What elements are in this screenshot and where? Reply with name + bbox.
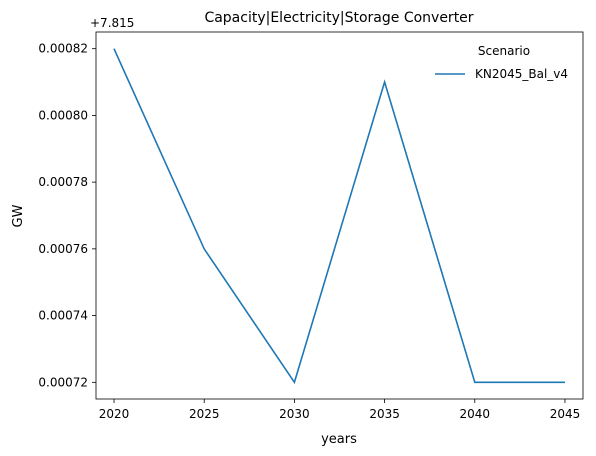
legend-title: Scenario: [478, 44, 530, 58]
y-tick-label: 0.00080: [38, 108, 88, 122]
x-tick-label: 2045: [550, 407, 581, 421]
x-tick-label: 2020: [99, 407, 130, 421]
legend: Scenario KN2045_Bal_v4: [435, 44, 568, 81]
plot-area: [95, 31, 584, 400]
y-tick-label: 0.00072: [38, 375, 88, 389]
chart-title: Capacity|Electricity|Storage Converter: [204, 10, 473, 26]
x-tick-label: 2035: [369, 407, 400, 421]
y-tick-label: 0.00074: [38, 309, 88, 323]
x-tick-label: 2025: [189, 407, 220, 421]
legend-entry-label: KN2045_Bal_v4: [475, 67, 568, 81]
x-axis-label: years: [321, 432, 357, 447]
y-tick-label: 0.00076: [38, 242, 88, 256]
x-tick-label: 2040: [460, 407, 491, 421]
x-tick-label: 2030: [279, 407, 310, 421]
y-ticks: 0.00072 0.00074 0.00076 0.00078 0.00080 0.000…: [38, 42, 96, 389]
offset-text: +7.815: [90, 16, 134, 30]
y-tick-label: 0.00078: [38, 175, 88, 189]
y-axis-label: GW: [11, 204, 26, 227]
y-tick-label: 0.00082: [38, 42, 88, 56]
series-line: [113, 48, 565, 385]
x-ticks: 2020 2025 2030 2035 2040 2045: [99, 399, 580, 421]
